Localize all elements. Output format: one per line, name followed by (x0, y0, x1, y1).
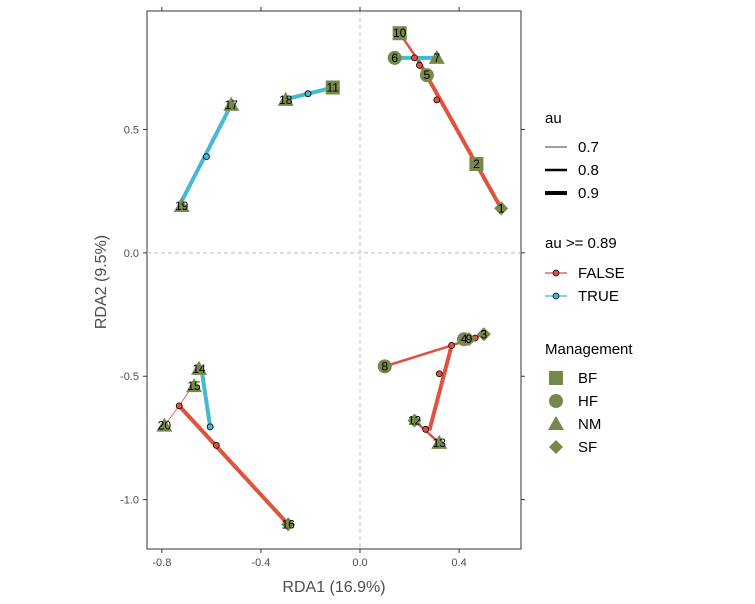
site-label: 7 (433, 51, 440, 65)
site-point (407, 413, 422, 428)
cluster-node (416, 61, 423, 69)
cluster-node (433, 96, 441, 104)
site-point (476, 327, 491, 342)
y-tick-label: -0.5 (120, 371, 139, 383)
y-tick-label: 0.5 (124, 124, 139, 136)
legend-au-flag-node (552, 292, 560, 300)
cluster-segment (384, 344, 453, 368)
legend-au-flag-node (552, 269, 560, 277)
y-tick-label: 0.0 (124, 248, 139, 260)
site-point (281, 517, 296, 532)
site-point (223, 96, 240, 111)
cluster-segment (199, 368, 213, 428)
site-point (431, 434, 448, 449)
site-label: 4 (461, 332, 468, 346)
cluster-node (203, 153, 210, 161)
x-tick-label: 0.4 (451, 557, 466, 569)
site-point (325, 80, 340, 95)
legend-management-key (549, 371, 563, 385)
legend-title-au: au (545, 110, 562, 127)
site-label: 2 (473, 157, 480, 171)
site-point (494, 201, 509, 216)
site-point (173, 197, 190, 213)
site-point (156, 417, 173, 432)
legend-au-flag-label: FALSE (578, 265, 625, 282)
x-tick-label: 0.0 (352, 557, 367, 569)
site-point (428, 49, 445, 64)
site-label: 9 (466, 332, 473, 346)
legend-au-label: 0.8 (578, 162, 599, 179)
x-tick-label: -0.8 (152, 557, 171, 569)
site-label: 16 (281, 517, 295, 531)
site-point (277, 91, 294, 106)
cluster-segment (177, 404, 290, 526)
legend-au-flag-label: TRUE (578, 288, 619, 305)
x-tick-label: -0.4 (251, 557, 270, 569)
site-point (461, 332, 476, 347)
cluster-segment (427, 344, 454, 432)
site-point (186, 378, 203, 393)
site-label: 6 (391, 51, 398, 65)
site-label: 8 (381, 359, 388, 373)
cluster-node (304, 90, 312, 98)
cluster-node (411, 54, 418, 62)
plot-panel (146, 10, 522, 550)
site-point (377, 359, 392, 374)
y-tick-label: -1.0 (120, 495, 139, 507)
site-label: 15 (187, 379, 201, 393)
site-point (190, 360, 208, 375)
site-label: 12 (408, 414, 422, 428)
cluster-node (175, 402, 183, 410)
site-label: 19 (175, 199, 189, 213)
site-point (392, 26, 407, 41)
site-label: 3 (481, 327, 488, 341)
site-label: 5 (424, 68, 431, 82)
legend-title-au-flag: au >= 0.89 (545, 235, 617, 252)
cluster-node (435, 370, 443, 378)
y-axis-title: RDA2 (9.5%) (93, 235, 110, 329)
legend-management-label: HF (578, 393, 598, 410)
site-point (419, 68, 434, 83)
site-label: 20 (158, 419, 172, 433)
legend-au-label: 0.7 (578, 139, 599, 156)
site-label: 18 (279, 93, 293, 107)
legend-management-label: BF (578, 370, 597, 387)
site-label: 10 (393, 26, 407, 40)
cluster-node (422, 425, 430, 433)
legend-au-label: 0.9 (578, 185, 599, 202)
site-label: 11 (327, 81, 340, 95)
x-axis-title: RDA1 (16.9%) (282, 579, 385, 596)
site-label: 1 (498, 201, 505, 215)
legend-management-key (547, 415, 565, 431)
legend-management-key (549, 440, 563, 454)
cluster-node (206, 423, 214, 431)
site-point (387, 50, 402, 65)
legend: au 0.7 0.8 0.9 au >= 0.89 FALSE TRUE Management… (545, 110, 633, 456)
site-label: 14 (192, 362, 206, 376)
cluster-segment (416, 59, 503, 210)
cluster-node (212, 441, 220, 449)
legend-management-label: NM (578, 416, 601, 433)
site-label: 17 (225, 98, 239, 112)
legend-management-key (549, 394, 563, 408)
site-label: 13 (433, 436, 447, 450)
legend-title-management: Management (545, 341, 633, 358)
legend-management-label: SF (578, 439, 597, 456)
site-point (469, 157, 484, 172)
cluster-node (448, 341, 456, 349)
